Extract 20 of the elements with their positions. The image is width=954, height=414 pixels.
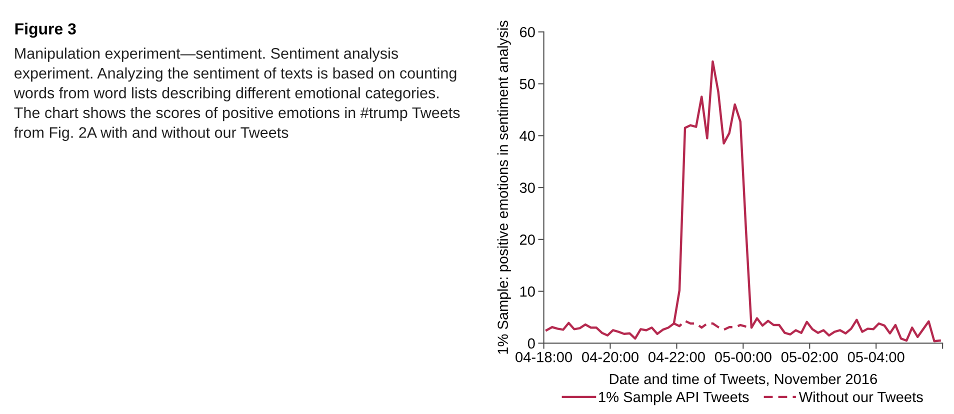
legend-label: Without our Tweets [798, 391, 923, 402]
x-tick-label: 04-20:00 [582, 352, 638, 362]
y-tick-label: 20 [520, 234, 535, 245]
x-tick-label: 04-18:00 [516, 352, 572, 362]
y-tick-label: 50 [520, 78, 535, 90]
x-axis-title: Date and time of Tweets, November 2016 [610, 373, 877, 386]
x-tick-label: 05-00:00 [714, 352, 772, 362]
x-tick-label: 05-04:00 [848, 352, 904, 362]
x-tick-label: 04-22:00 [648, 352, 705, 362]
y-tick-label: 60 [520, 26, 535, 38]
line-series [545, 60, 941, 342]
y-axis-title: 1% Sample: positive emotions in sentiment analysis [497, 20, 511, 354]
text: Figure 3 [15, 22, 76, 38]
y-tick-label: 10 [520, 286, 535, 297]
y-tick-label: 40 [520, 130, 535, 142]
legend-label: 1% Sample API Tweets [599, 391, 749, 406]
x-tick-label: 05-02:00 [781, 352, 838, 362]
y-tick-label: 0 [528, 338, 535, 349]
y-tick-label: 30 [520, 182, 535, 193]
text: Manipulation experiment—sentiment. Sentiment analysis experiment. Analyzing the sentiment of texts is based on counting words from word lists describing different emotional categories. The chart shows the scores of positive emotions in #trump Tweets from Fig. 2A with and without our Tweets [14, 48, 460, 141]
